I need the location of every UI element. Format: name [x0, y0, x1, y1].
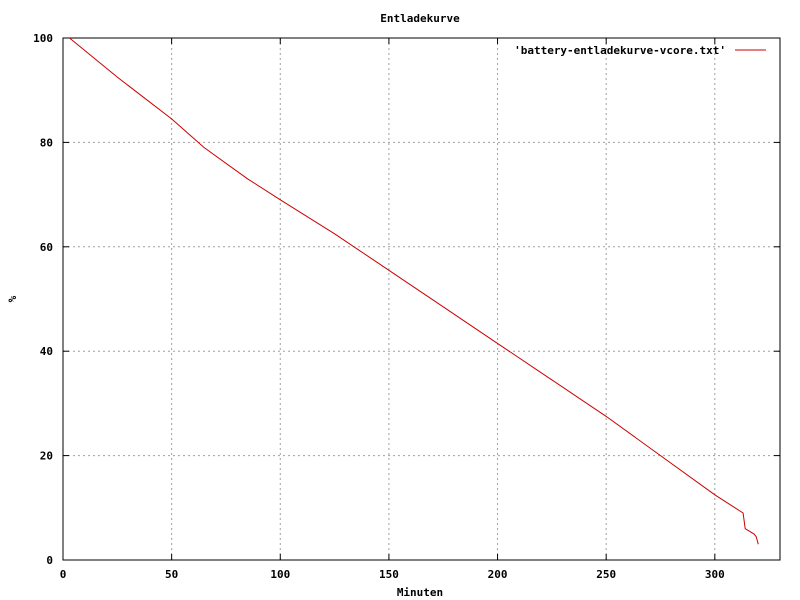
legend: 'battery-entladekurve-vcore.txt'	[514, 44, 766, 57]
x-tick-label: 150	[379, 568, 399, 581]
x-tick-label: 200	[488, 568, 508, 581]
y-tick-label: 80	[40, 136, 53, 149]
axis-ticks: 0 50 100 150 200 250 300 0 20 40 60 80 100	[33, 32, 780, 581]
y-tick-label: 60	[40, 241, 53, 254]
x-axis-label: Minuten	[397, 586, 443, 599]
x-tick-label: 50	[165, 568, 178, 581]
legend-entry-label: 'battery-entladekurve-vcore.txt'	[514, 44, 726, 57]
grid	[63, 38, 780, 560]
y-tick-label: 100	[33, 32, 53, 45]
x-tick-label: 250	[596, 568, 616, 581]
y-tick-label: 20	[40, 450, 53, 463]
plot-frame	[62, 37, 781, 561]
series-line	[69, 37, 759, 545]
chart-title: Entladekurve	[380, 12, 460, 25]
y-axis-label: %	[6, 295, 19, 302]
y-tick-label: 0	[46, 554, 53, 567]
x-tick-label: 300	[705, 568, 725, 581]
series-layer	[69, 37, 759, 545]
y-tick-label: 40	[40, 345, 53, 358]
x-tick-label: 0	[60, 568, 67, 581]
x-tick-label: 100	[270, 568, 290, 581]
